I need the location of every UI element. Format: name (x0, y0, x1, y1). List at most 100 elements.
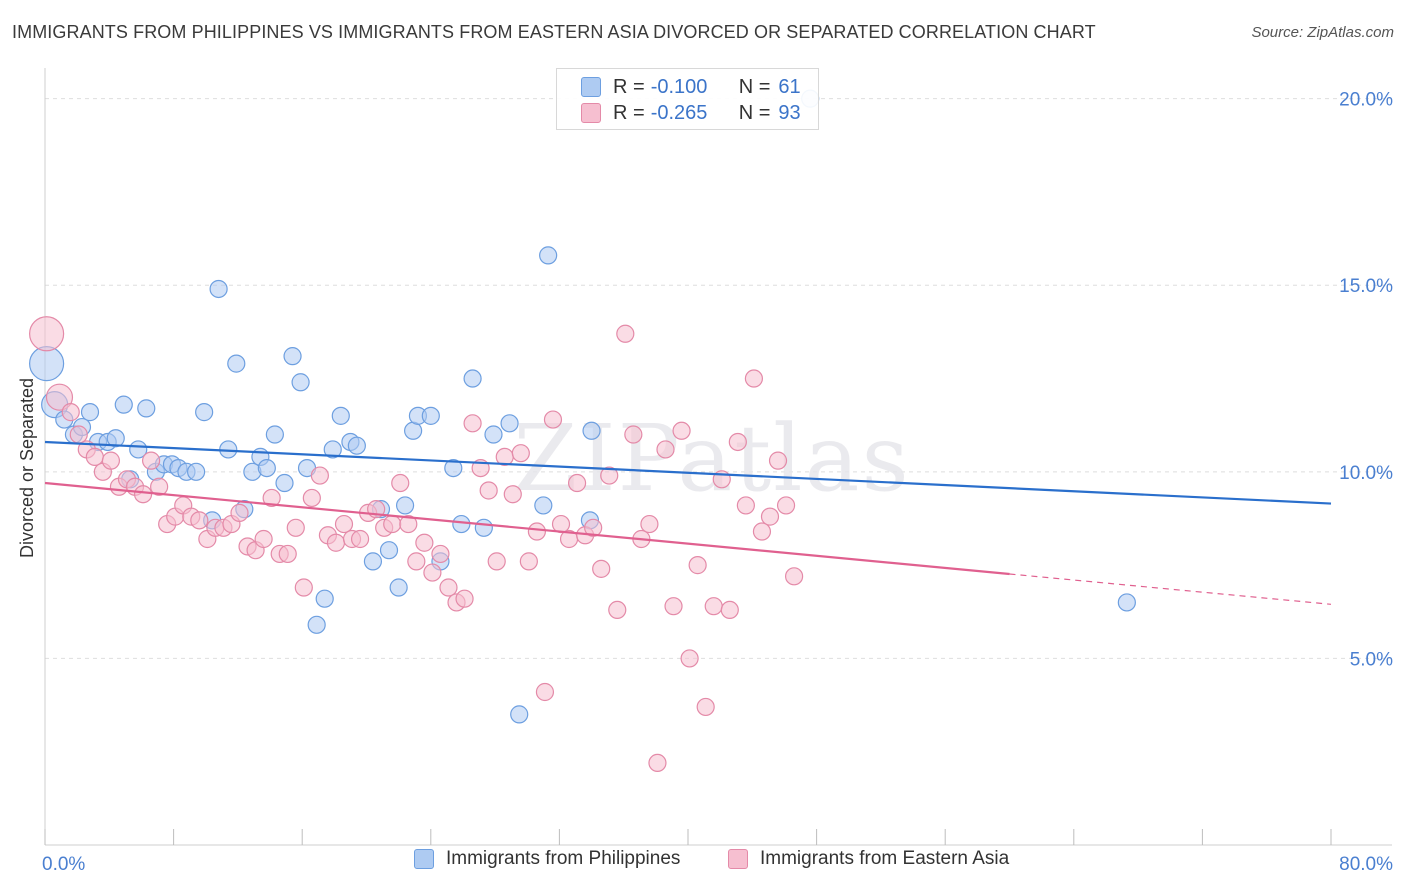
r-value-eastern-asia: -0.265 (650, 101, 708, 124)
philippines-point-18 (187, 462, 206, 481)
n-label: N = (738, 75, 771, 98)
eastern-asia-point-68 (592, 559, 611, 578)
eastern-asia-point-31 (294, 578, 313, 597)
philippines-point-23 (227, 354, 246, 373)
eastern-asia-point-1 (45, 383, 74, 411)
chart-title: IMMIGRANTS FROM PHILIPPINES VS IMMIGRANT… (12, 22, 1096, 42)
x-tick-label-min: 0.0% (42, 854, 85, 875)
eastern-asia-point-90 (768, 451, 788, 470)
eastern-asia-point-38 (350, 529, 370, 549)
eastern-asia-point-60 (527, 522, 546, 541)
eastern-asia-point-52 (463, 414, 482, 433)
philippines-point-39 (363, 552, 383, 571)
philippines-point-36 (331, 406, 350, 425)
philippines-point-0 (29, 346, 65, 382)
philippines-point-41 (379, 541, 399, 560)
philippines-point-48 (444, 458, 463, 478)
philippines-point-50 (463, 369, 482, 388)
eastern-asia-point-82 (704, 597, 723, 616)
legend-item-philippines[interactable]: Immigrants from Philippines (414, 848, 680, 870)
philippines-point-60 (1117, 593, 1136, 612)
legend-item-eastern-asia[interactable]: Immigrants from Eastern Asia (728, 848, 1009, 870)
r-label: R = (613, 75, 645, 98)
eastern-asia-point-77 (664, 597, 683, 616)
eastern-asia-point-0 (29, 316, 65, 352)
eastern-asia-point-12 (141, 451, 161, 470)
axes (44, 68, 1392, 846)
eastern-asia-point-3 (69, 425, 88, 444)
eastern-asia-point-5 (85, 447, 104, 467)
philippines-point-8 (106, 429, 125, 448)
watermark: ZIPatlas (513, 405, 910, 512)
philippines-point-33 (307, 615, 326, 634)
y-tick-label-2: 15.0% (1339, 276, 1393, 297)
philippines-point-31 (291, 373, 310, 392)
philippines-point-42 (389, 578, 408, 597)
philippines-point-51 (474, 518, 493, 537)
eastern-asia-point-81 (696, 697, 715, 717)
eastern-asia-point-57 (503, 485, 522, 504)
stats-swatch-blue (581, 77, 601, 97)
philippines-point-53 (500, 414, 519, 433)
eastern-asia-point-13 (150, 477, 169, 496)
r-value-philippines: -0.100 (650, 75, 708, 98)
eastern-asia-point-42 (383, 514, 402, 534)
philippines-point-29 (275, 473, 294, 493)
eastern-asia-point-7 (101, 451, 121, 470)
eastern-asia-point-18 (190, 511, 209, 530)
eastern-asia-point-74 (640, 514, 659, 534)
philippines-point-35 (323, 440, 342, 459)
eastern-asia-point-86 (736, 496, 755, 515)
eastern-asia-point-62 (543, 410, 563, 429)
philippines-point-28 (265, 425, 284, 444)
philippines-trend-line (44, 440, 1332, 505)
eastern-asia-point-26 (254, 529, 273, 549)
eastern-asia-point-55 (487, 552, 506, 571)
eastern-asia-point-54 (479, 481, 498, 500)
eastern-asia-point-89 (760, 507, 780, 526)
eastern-asia-point-61 (535, 682, 555, 702)
eastern-asia-point-46 (415, 533, 434, 552)
eastern-asia-trend-extension (1009, 573, 1332, 605)
chart-legend: Immigrants from Philippines Immigrants f… (0, 848, 1406, 880)
philippines-point-12 (137, 399, 156, 418)
eastern-asia-point-35 (326, 533, 346, 552)
y-axis-label: Divorced or Separated (17, 378, 37, 558)
eastern-asia-point-71 (616, 324, 635, 343)
gridlines (45, 98, 1392, 659)
eastern-asia-point-88 (752, 522, 772, 541)
eastern-asia-point-32 (302, 488, 321, 508)
eastern-asia-point-33 (310, 466, 329, 485)
n-value-eastern-asia: 93 (778, 101, 801, 124)
eastern-asia-point-36 (334, 514, 354, 534)
tick-labels: 5.0% 10.0% 15.0% 20.0% 0.0% 80.0% (42, 90, 1393, 875)
philippines-point-55 (534, 496, 553, 515)
philippines-point-54 (510, 705, 529, 724)
philippines-point-5 (80, 403, 100, 422)
philippines-point-56 (539, 246, 558, 265)
eastern-asia-point-48 (431, 544, 450, 564)
eastern-asia-point-67 (584, 518, 603, 537)
philippines-point-27 (257, 458, 276, 478)
r-label: R = (613, 101, 645, 124)
philippines-point-43 (395, 496, 415, 515)
eastern-asia-point-49 (439, 578, 458, 597)
philippines-point-46 (421, 406, 440, 425)
eastern-asia-point-27 (262, 488, 281, 508)
eastern-asia-point-30 (286, 518, 305, 537)
x-tick-label-max: 80.0% (1339, 854, 1393, 875)
chart-source: Source: ZipAtlas.com (1251, 24, 1394, 41)
stats-legend: R = -0.100 N = 61 R = -0.265 N = 93 (556, 68, 819, 130)
n-label: N = (738, 101, 771, 124)
philippines-point-49 (452, 514, 471, 534)
y-tick-label-1: 10.0% (1339, 463, 1393, 484)
eastern-asia-point-11 (133, 485, 153, 504)
eastern-asia-point-78 (672, 421, 691, 440)
eastern-asia-point-76 (656, 440, 675, 459)
legend-swatch-blue (414, 849, 434, 869)
eastern-asia-point-59 (519, 552, 538, 571)
legend-swatch-pink (728, 849, 748, 869)
philippines-point-52 (484, 425, 503, 444)
eastern-asia-point-84 (720, 600, 739, 620)
